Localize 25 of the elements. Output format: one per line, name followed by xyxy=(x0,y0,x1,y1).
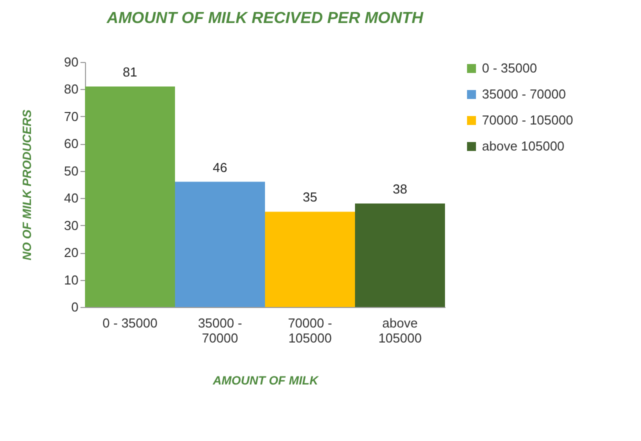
x-tick-label: above 105000 xyxy=(378,316,422,346)
legend-label: above 105000 xyxy=(482,138,564,154)
y-tick-label: 30 xyxy=(64,218,78,233)
x-tick-label: 0 - 35000 xyxy=(102,316,158,330)
y-tick-label: 0 xyxy=(71,300,78,314)
y-tick-label: 80 xyxy=(64,82,78,97)
data-label: 35 xyxy=(302,190,318,205)
y-tick-label: 60 xyxy=(64,136,78,152)
x-tick-label: 35000 - 70000 xyxy=(198,316,242,346)
data-label: 46 xyxy=(212,160,228,175)
chart-title: AMOUNT OF MILK RECIVED PER MONTH xyxy=(106,10,424,27)
y-tick-label: 20 xyxy=(64,245,78,260)
legend-label: 0 - 35000 xyxy=(482,60,537,76)
y-tick-label: 70 xyxy=(64,108,78,124)
y-tick-label: 50 xyxy=(64,163,78,178)
y-tick-label: 40 xyxy=(64,190,78,206)
x-axis-title: AMOUNT OF MILK xyxy=(212,374,320,388)
legend-label: 35000 - 70000 xyxy=(482,86,566,102)
data-label: 81 xyxy=(122,64,138,80)
legend-label: 70000 - 105000 xyxy=(482,112,574,128)
y-axis-title: NO OF MILK PRODUCERS xyxy=(20,110,34,260)
x-tick-label: 70000 - 105000 xyxy=(288,316,332,346)
y-tick-label: 90 xyxy=(64,54,78,70)
y-tick-label: 10 xyxy=(64,272,78,288)
data-label: 38 xyxy=(392,182,408,197)
